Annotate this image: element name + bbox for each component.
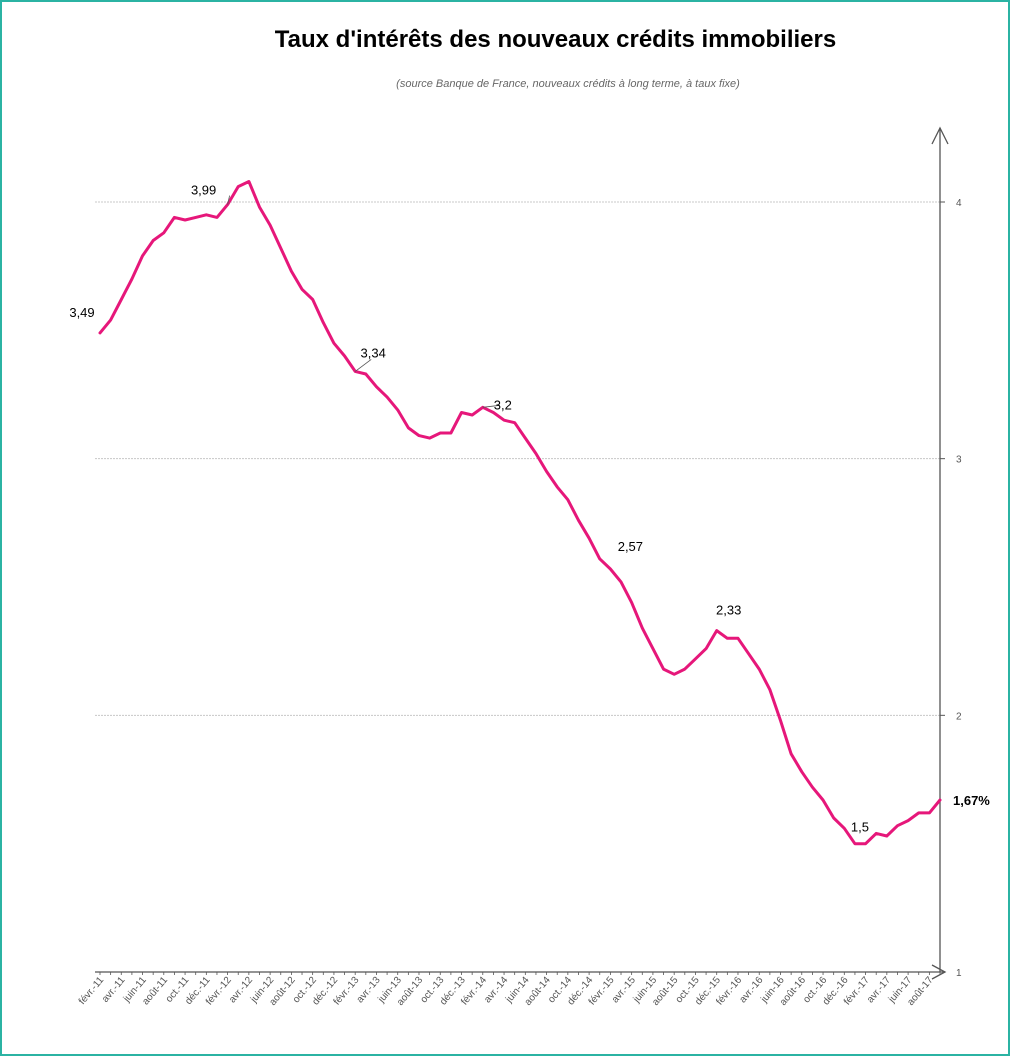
y-tick-label: 2 [956,711,962,722]
chart-title: Taux d'intérêts des nouveaux crédits imm… [274,26,837,53]
gridlines [95,201,940,716]
annotation-leader [227,195,230,205]
annotation-label: 3,34 [361,345,386,360]
annotation-label: 2,57 [618,539,643,554]
y-tick-label: 4 [956,198,962,209]
annotation-label: 3,49 [69,305,94,320]
y-tick-label: 1 [956,968,962,979]
annotation-label: 3,2 [494,397,512,412]
annotation-label: 3,99 [191,183,216,198]
chart-subtitle: (source Banque de France, nouveaux crédi… [396,78,740,90]
annotation-label: 1,5 [851,820,869,835]
series-line [98,180,942,846]
y-axis-arrow [931,126,949,145]
annotations: 3,49 3,99 3,34 3,2 2,57 2,33 1,5 1,67% [69,183,990,835]
x-tick-label: févr.-11 [77,975,107,1007]
last-value-label: 1,67% [953,793,990,808]
annotation-leader [482,404,500,408]
annotation-label: 2,33 [716,603,741,618]
x-axis-ticks: févr.-11avr.-11juin-11août-11oct.-11déc.… [77,972,941,1008]
annotation-leader [354,359,372,372]
series-group [98,180,942,846]
y-axis-ticks: 1 2 3 4 [940,198,962,979]
axes [95,126,949,980]
y-tick-label: 3 [956,455,962,466]
